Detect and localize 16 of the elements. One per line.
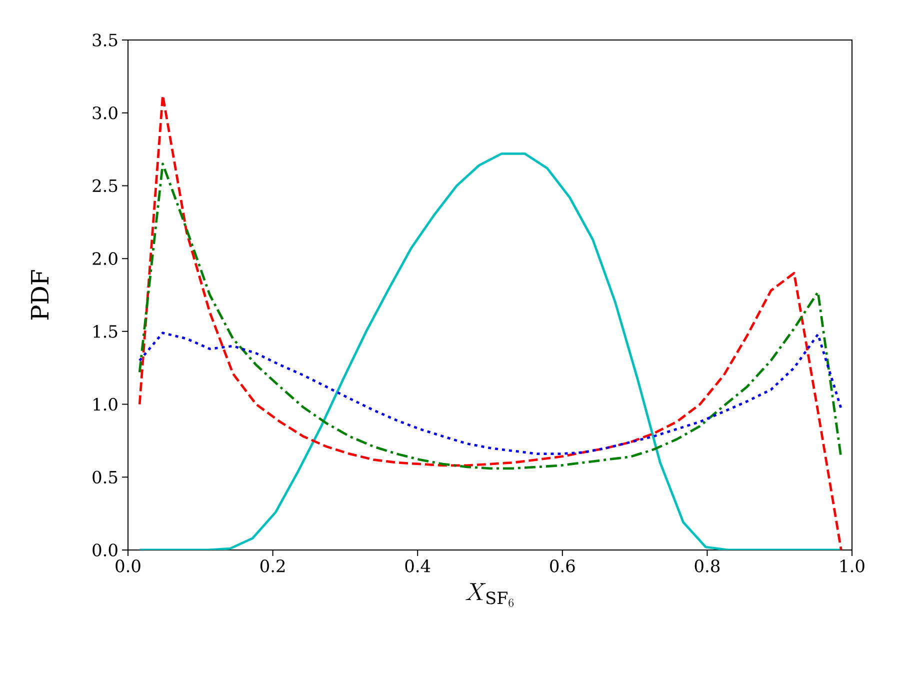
x-tick-label: 0.6 [550, 560, 575, 572]
x-tick-label: 0.4 [405, 560, 430, 572]
x-tick-label: 0.0 [116, 560, 140, 572]
y-tick-label: 0.0 [92, 544, 118, 556]
y-tick-label: 2.0 [92, 252, 118, 265]
y-tick-label: 1.0 [94, 398, 118, 411]
x-tick-label: 1.0 [840, 560, 864, 572]
x-tick-label: 0.2 [260, 560, 285, 572]
x-axis-title: $X_{\mathrm{SF}_6}$ [466, 583, 514, 607]
y-tick-label: 3.0 [92, 106, 118, 120]
y-tick-label: 3.5 [92, 34, 118, 46]
y-tick-label: 1.5 [94, 325, 118, 338]
y-axis-title: PDF [31, 270, 48, 320]
y-tick-label: 0.5 [92, 470, 118, 484]
y-tick-label: 2.5 [92, 179, 118, 192]
x-tick-label: 0.8 [694, 560, 720, 572]
